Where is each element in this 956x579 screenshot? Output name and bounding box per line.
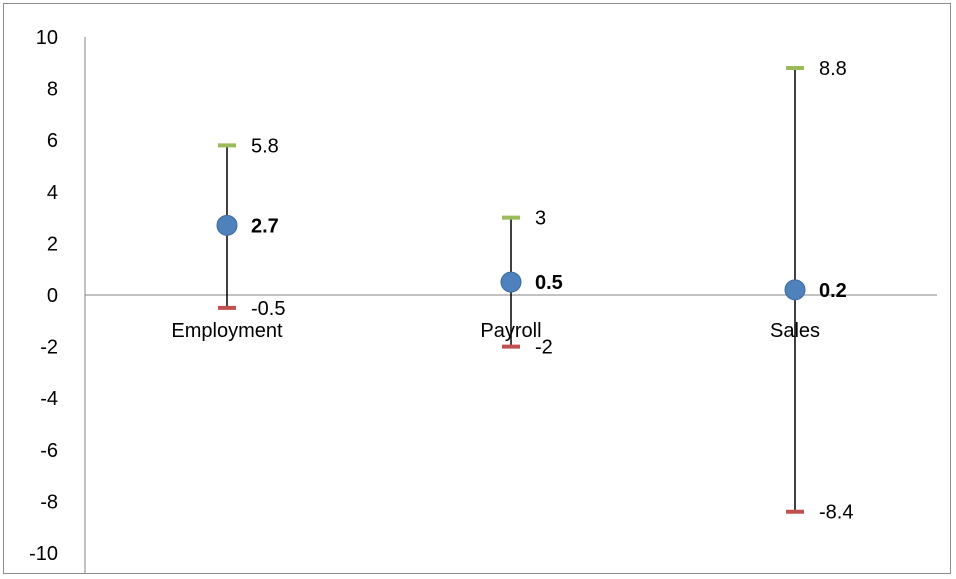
lower-value-label: -8.4 (819, 502, 853, 524)
y-tick-label: -2 (40, 337, 58, 359)
y-tick-label: 0 (47, 285, 58, 307)
y-tick-label: 4 (47, 182, 58, 204)
mid-point (784, 279, 806, 301)
mid-value-label: 0.2 (819, 280, 847, 302)
category-label: Employment (171, 320, 283, 342)
lower-value-label: -0.5 (251, 298, 285, 320)
mid-point (500, 271, 522, 293)
y-tick-label: 8 (47, 79, 58, 101)
category-label: Payroll (480, 320, 541, 342)
y-tick-label: 10 (36, 27, 58, 49)
mid-value-label: 0.5 (535, 272, 563, 294)
y-tick-label: -8 (40, 491, 58, 513)
y-tick-label: -4 (40, 388, 58, 410)
y-tick-label: 2 (47, 233, 58, 255)
mid-point (216, 214, 238, 236)
y-tick-label: -6 (40, 440, 58, 462)
upper-value-label: 8.8 (819, 58, 847, 80)
lower-value-label: -2 (535, 337, 553, 359)
upper-value-label: 5.8 (251, 135, 279, 157)
y-tick-label: 6 (47, 130, 58, 152)
y-tick-label: -10 (29, 543, 58, 565)
category-label: Sales (770, 320, 820, 342)
upper-value-label: 3 (535, 208, 546, 230)
mid-value-label: 2.7 (251, 215, 279, 237)
